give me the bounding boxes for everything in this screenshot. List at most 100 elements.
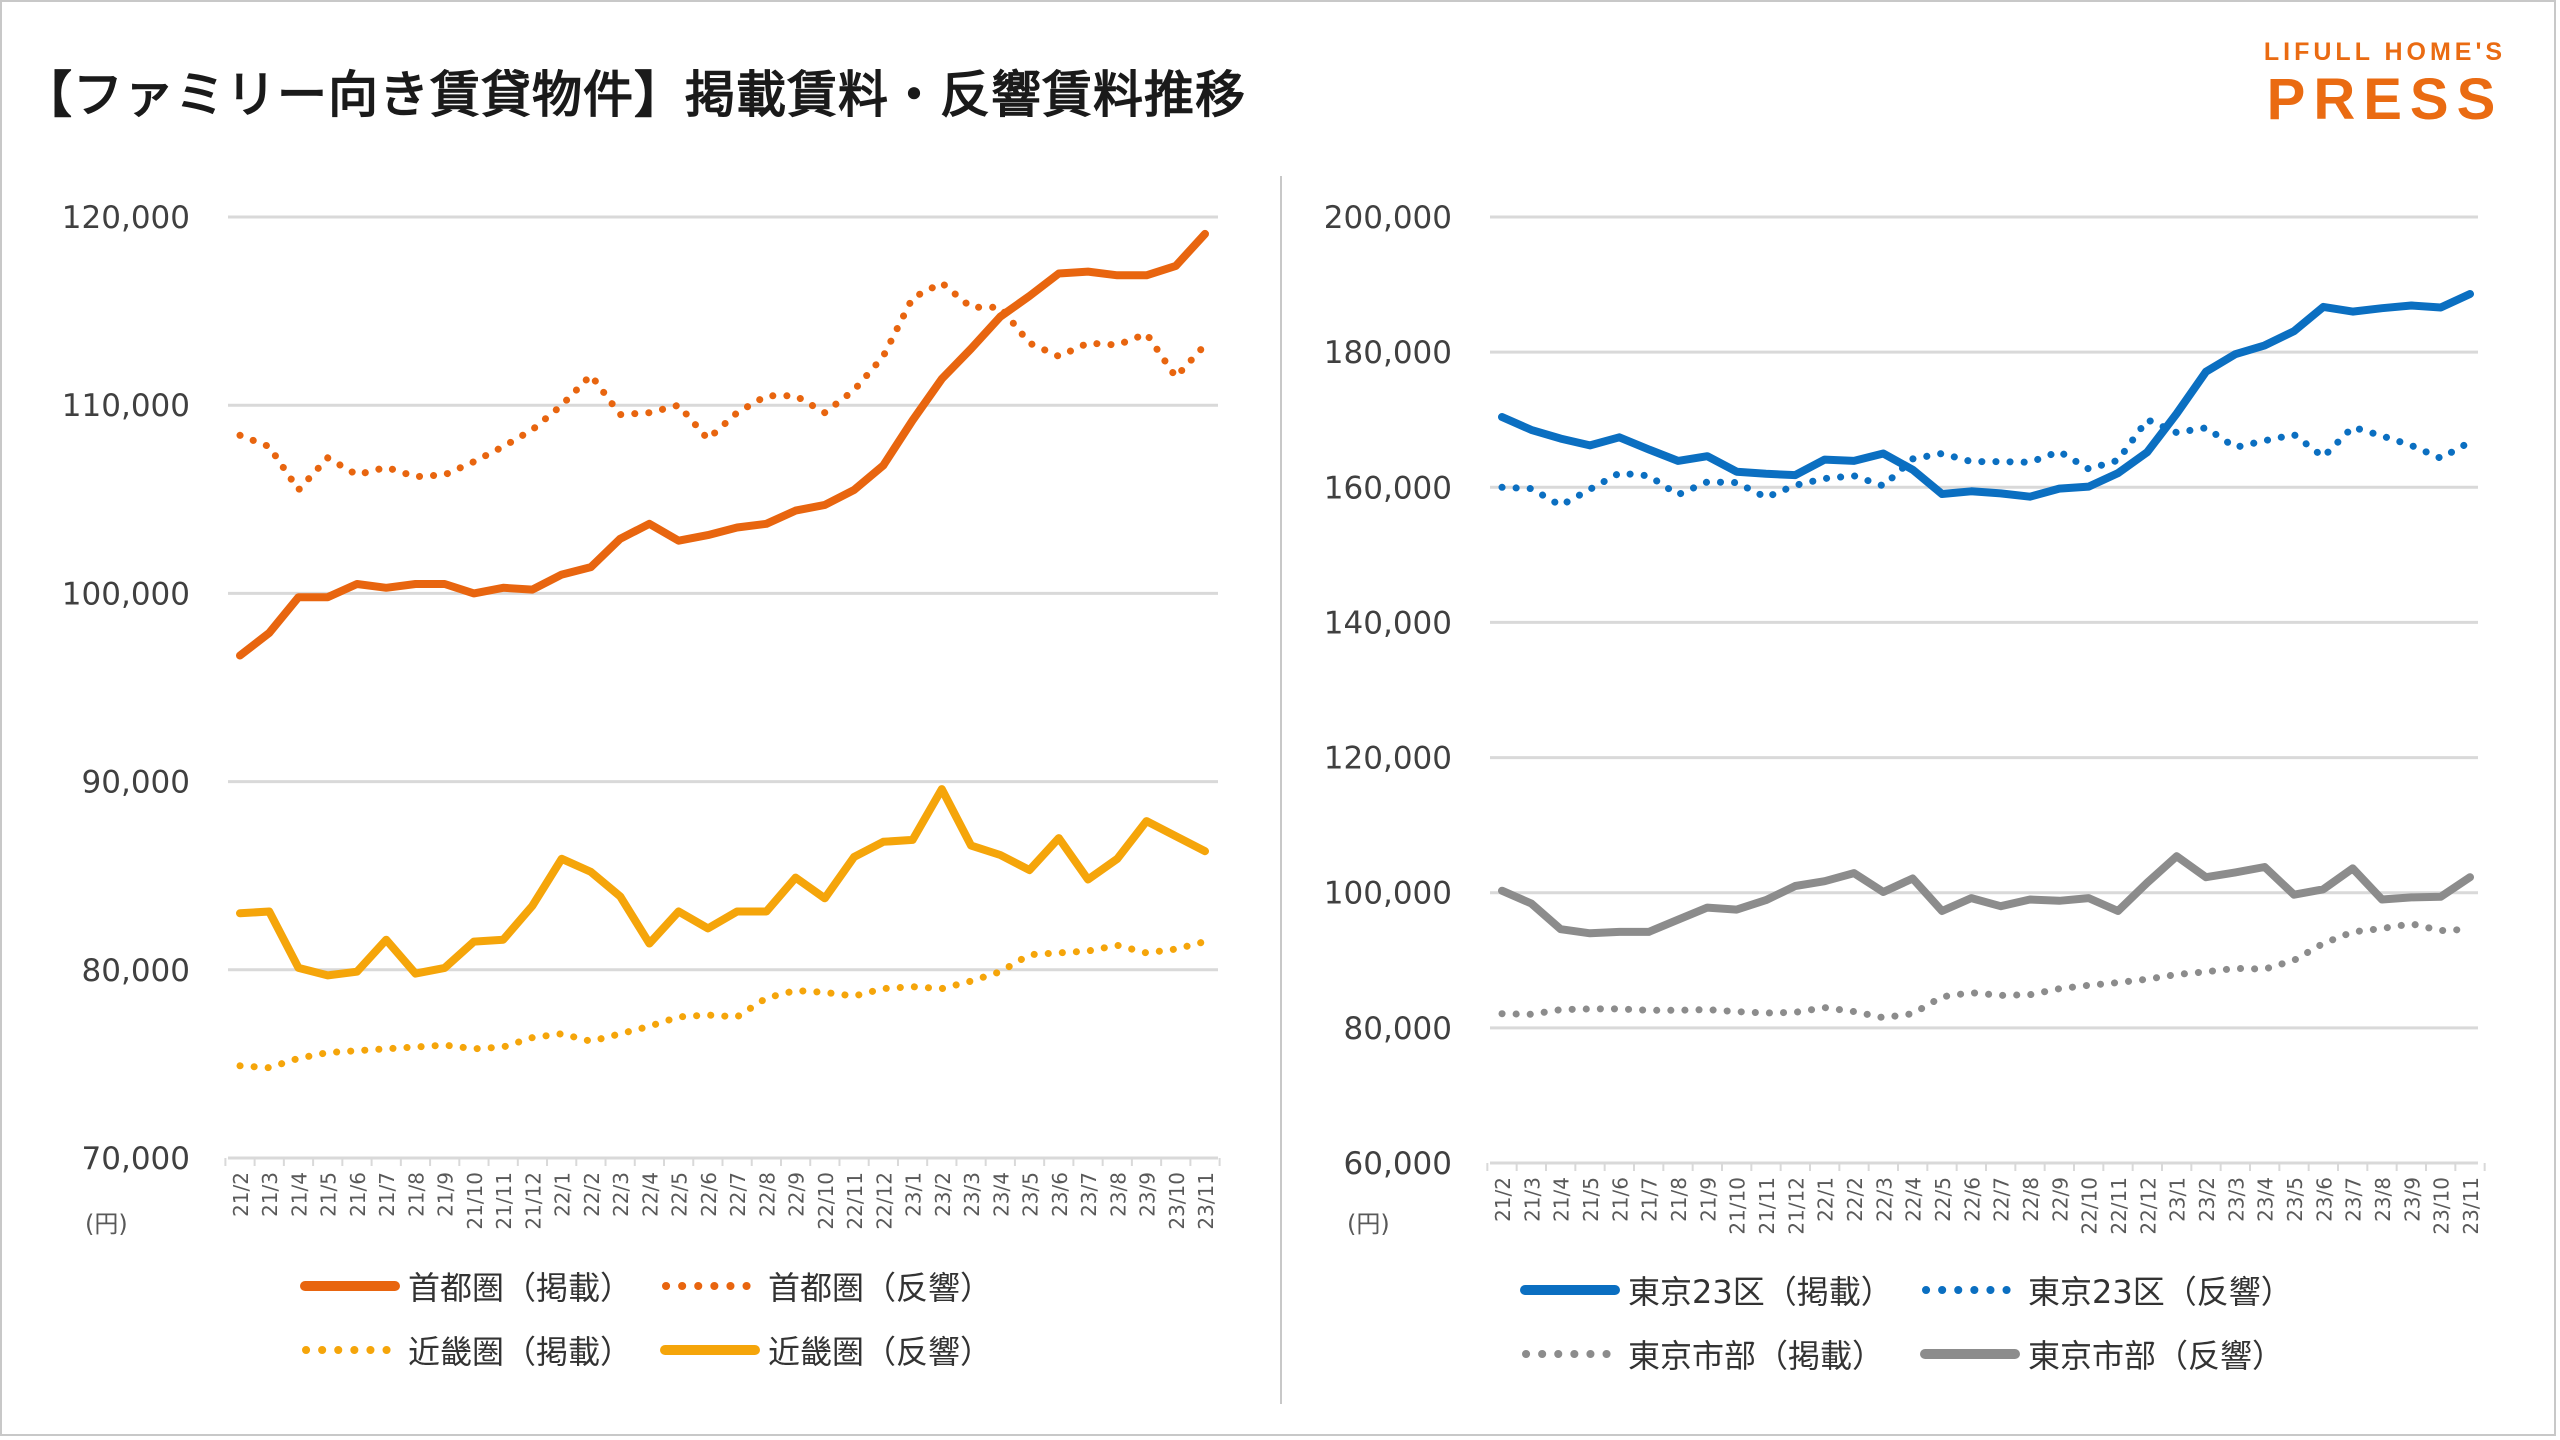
data-point bbox=[735, 1015, 739, 1019]
data-point bbox=[1617, 1007, 1621, 1011]
y-axis-unit-label: (円) bbox=[1347, 1210, 1390, 1238]
page-title: 【ファミリー向き賃貸物件】掲載賃料・反響賃料推移 bbox=[22, 66, 1246, 124]
data-point bbox=[1823, 458, 1827, 462]
data-point bbox=[384, 938, 388, 942]
x-tick-label: 23/2 bbox=[2195, 1177, 2219, 1222]
data-point bbox=[2409, 895, 2413, 899]
data-point bbox=[706, 926, 710, 930]
legend-dotted-line-swatch bbox=[1922, 1286, 2014, 1294]
data-point bbox=[1823, 477, 1827, 481]
data-point bbox=[1969, 460, 1973, 464]
data-point bbox=[764, 522, 768, 526]
data-point bbox=[530, 428, 534, 432]
data-point bbox=[618, 1032, 622, 1036]
data-point bbox=[1764, 495, 1768, 499]
x-tick-label: 21/6 bbox=[346, 1172, 370, 1217]
x-tick-label: 23/4 bbox=[2254, 1177, 2278, 1222]
logo-line1: LIFULL HOME'S bbox=[2263, 38, 2507, 66]
data-point bbox=[297, 1056, 301, 1060]
data-point bbox=[1028, 868, 1032, 872]
data-point bbox=[2204, 875, 2208, 879]
data-point bbox=[326, 1051, 330, 1055]
data-point bbox=[355, 473, 359, 477]
y-tick-label: 60,000 bbox=[1344, 1146, 1452, 1182]
data-point bbox=[414, 582, 418, 586]
x-tick-label: 22/9 bbox=[785, 1172, 809, 1217]
legend-label: 東京23区（反響） bbox=[2028, 1273, 2293, 1311]
data-point bbox=[618, 894, 622, 898]
data-point bbox=[1881, 452, 1885, 456]
data-point bbox=[706, 437, 710, 441]
x-tick-label: 23/2 bbox=[931, 1172, 955, 1217]
x-tick-label: 21/10 bbox=[463, 1172, 487, 1230]
data-point bbox=[1705, 454, 1709, 458]
x-tick-label: 22/6 bbox=[1960, 1177, 1984, 1222]
x-tick-label: 23/7 bbox=[2342, 1177, 2366, 1222]
data-point bbox=[297, 488, 301, 492]
x-tick-label: 23/5 bbox=[2283, 1177, 2307, 1222]
data-point bbox=[1999, 460, 2003, 464]
data-point bbox=[267, 631, 271, 635]
data-point bbox=[589, 870, 593, 874]
data-point bbox=[2351, 930, 2355, 934]
data-point bbox=[297, 595, 301, 599]
data-point bbox=[2233, 352, 2237, 356]
x-tick-label: 22/11 bbox=[843, 1172, 867, 1230]
x-tick-label: 21/11 bbox=[492, 1172, 516, 1230]
y-tick-label: 200,000 bbox=[1324, 200, 1452, 236]
data-point bbox=[2057, 899, 2061, 903]
x-tick-label: 23/8 bbox=[2371, 1177, 2395, 1222]
data-point bbox=[326, 595, 330, 599]
x-tick-label: 23/6 bbox=[2312, 1177, 2336, 1222]
data-point bbox=[2087, 485, 2091, 489]
x-tick-label: 21/2 bbox=[1491, 1177, 1515, 1222]
data-point bbox=[2439, 456, 2443, 460]
data-point bbox=[414, 972, 418, 976]
data-point bbox=[2321, 887, 2325, 891]
data-point bbox=[267, 910, 271, 914]
data-point bbox=[1500, 1012, 1504, 1016]
data-point bbox=[794, 989, 798, 993]
y-tick-label: 80,000 bbox=[1344, 1011, 1452, 1047]
legend-dotted-line-swatch bbox=[302, 1346, 394, 1354]
data-point bbox=[1057, 272, 1061, 276]
data-point bbox=[2439, 306, 2443, 310]
data-point bbox=[647, 1024, 651, 1028]
data-point bbox=[2351, 866, 2355, 870]
x-tick-label: 22/11 bbox=[2107, 1177, 2131, 1235]
x-tick-label: 23/3 bbox=[960, 1172, 984, 1217]
data-point bbox=[530, 1036, 534, 1040]
data-point bbox=[1735, 481, 1739, 485]
data-point bbox=[1647, 1008, 1651, 1012]
data-point bbox=[911, 838, 915, 842]
x-tick-label: 21/9 bbox=[1696, 1177, 1720, 1222]
x-tick-label: 22/10 bbox=[2078, 1177, 2102, 1235]
data-point bbox=[2028, 898, 2032, 902]
data-point bbox=[326, 973, 330, 977]
x-tick-label: 23/11 bbox=[2459, 1177, 2483, 1235]
data-point bbox=[1559, 504, 1563, 508]
x-tick-label: 23/3 bbox=[2224, 1177, 2248, 1222]
data-point bbox=[238, 1064, 242, 1068]
data-point bbox=[823, 411, 827, 415]
data-point bbox=[1735, 1010, 1739, 1014]
data-point bbox=[1145, 273, 1149, 277]
data-point bbox=[1500, 889, 1504, 893]
legend-item: 東京23区（掲載） bbox=[1520, 1270, 1893, 1311]
legend-item: 東京23区（反響） bbox=[1920, 1270, 2293, 1311]
data-point bbox=[1174, 375, 1178, 379]
x-tick-label: 21/2 bbox=[229, 1172, 253, 1217]
data-point bbox=[1115, 943, 1119, 947]
data-point bbox=[1823, 1006, 1827, 1010]
data-point bbox=[472, 460, 476, 464]
data-point bbox=[881, 987, 885, 991]
x-tick-label: 23/8 bbox=[1106, 1172, 1130, 1217]
x-tick-label: 23/4 bbox=[989, 1172, 1013, 1217]
data-point bbox=[1174, 264, 1178, 268]
y-tick-label: 140,000 bbox=[1324, 605, 1452, 641]
data-point bbox=[2175, 854, 2179, 858]
data-point bbox=[1881, 1016, 1885, 1020]
data-point bbox=[2116, 458, 2120, 462]
data-point bbox=[1940, 909, 1944, 913]
x-tick-label: 22/8 bbox=[755, 1172, 779, 1217]
